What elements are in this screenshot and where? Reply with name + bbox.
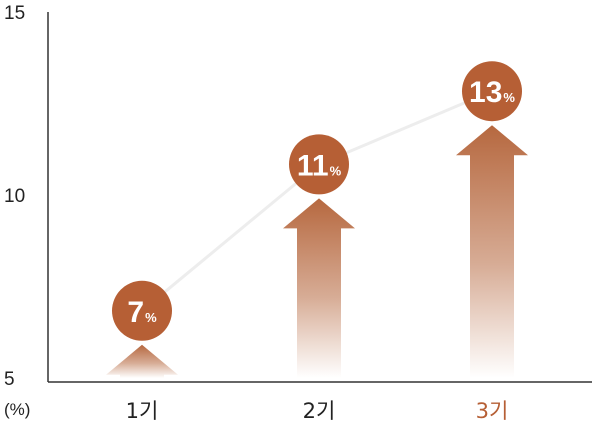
value-labels-group: 7% 11% 13% [112, 61, 522, 341]
bars-group [106, 125, 528, 378]
bar-arrow-3 [456, 125, 528, 378]
bar-arrow-2 [283, 198, 355, 378]
bar-arrow-1 [106, 344, 178, 378]
value-circle-1 [112, 280, 172, 341]
value-label-1: 7% [127, 296, 157, 329]
value-label-2: 11% [297, 149, 342, 182]
y-tick-label-5: 5 [4, 369, 15, 390]
x-category-label-1: 1기 [126, 399, 159, 423]
value-circle-2 [289, 134, 349, 195]
axes [47, 12, 592, 383]
tick-labels-group: 5 10 15 (%) 1기 2기 3기 [4, 3, 508, 423]
value-circle-3 [462, 61, 522, 122]
y-unit-label: (%) [4, 400, 30, 419]
value-label-3: 13% [469, 76, 515, 109]
y-tick-label-15: 15 [4, 3, 25, 24]
y-tick-label-10: 10 [4, 186, 25, 207]
x-category-label-2: 2기 [303, 399, 336, 423]
x-category-label-3: 3기 [476, 399, 509, 423]
